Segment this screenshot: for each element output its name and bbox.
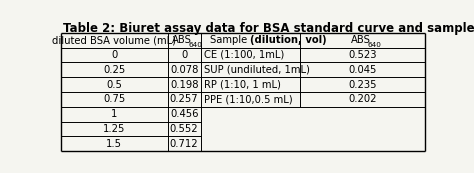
Text: 0.235: 0.235 [348, 80, 376, 90]
Text: SUP (undiluted, 1mL): SUP (undiluted, 1mL) [204, 65, 310, 75]
Text: diluted BSA volume (mL): diluted BSA volume (mL) [52, 35, 176, 45]
Text: 1.25: 1.25 [103, 124, 126, 134]
Text: ABS: ABS [173, 35, 192, 45]
Text: 1.5: 1.5 [106, 139, 122, 149]
Text: 0.198: 0.198 [170, 80, 199, 90]
Text: 0.523: 0.523 [348, 50, 376, 60]
Text: 0.552: 0.552 [170, 124, 199, 134]
Text: 0.202: 0.202 [348, 94, 376, 104]
Text: CE (1:100, 1mL): CE (1:100, 1mL) [204, 50, 284, 60]
Text: RP (1:10, 1 mL): RP (1:10, 1 mL) [204, 80, 281, 90]
Text: 640: 640 [367, 42, 381, 48]
Text: 0.712: 0.712 [170, 139, 199, 149]
Text: 1: 1 [111, 109, 118, 119]
Text: PPE (1:10,0.5 mL): PPE (1:10,0.5 mL) [204, 94, 292, 104]
Text: 0.045: 0.045 [348, 65, 376, 75]
Text: Sample: Sample [210, 35, 250, 45]
Text: 0.456: 0.456 [170, 109, 199, 119]
Text: 0.75: 0.75 [103, 94, 126, 104]
Text: 0.257: 0.257 [170, 94, 199, 104]
Text: Table 2: Biuret assay data for BSA standard curve and samples: Table 2: Biuret assay data for BSA stand… [63, 22, 474, 35]
Text: 0.25: 0.25 [103, 65, 126, 75]
Text: 0: 0 [111, 50, 118, 60]
Text: 640: 640 [189, 42, 203, 48]
Text: ABS: ABS [351, 35, 370, 45]
Text: 0.078: 0.078 [170, 65, 198, 75]
Text: 0: 0 [181, 50, 187, 60]
Text: (dilution, vol): (dilution, vol) [250, 35, 327, 45]
Text: 0.5: 0.5 [107, 80, 122, 90]
